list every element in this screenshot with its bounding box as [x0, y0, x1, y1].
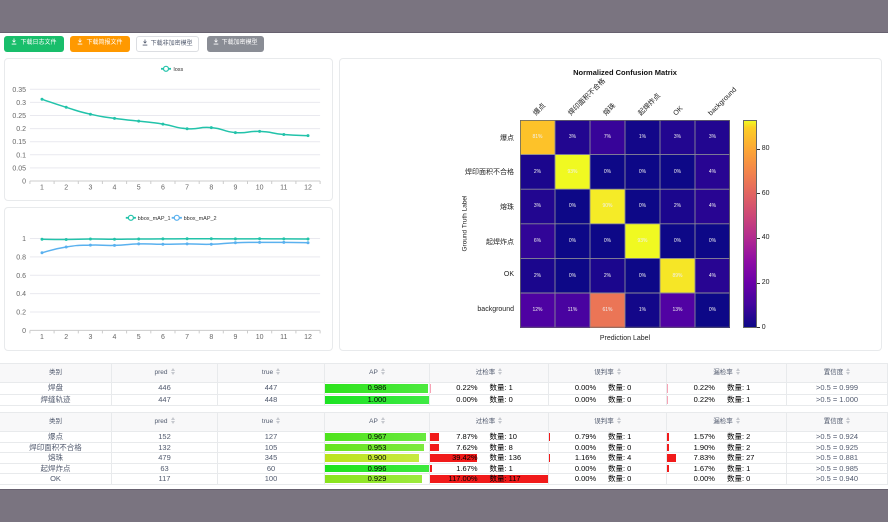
- svg-text:2: 2: [64, 334, 68, 341]
- svg-text:3: 3: [88, 185, 92, 192]
- svg-text:0.35: 0.35: [12, 87, 26, 94]
- svg-text:0.8: 0.8: [16, 254, 26, 261]
- svg-text:4: 4: [113, 334, 117, 341]
- svg-text:0.2: 0.2: [16, 310, 26, 317]
- svg-text:3: 3: [88, 334, 92, 341]
- svg-text:9: 9: [233, 334, 237, 341]
- svg-text:6: 6: [161, 334, 165, 341]
- svg-text:12: 12: [304, 334, 312, 341]
- svg-text:loss: loss: [174, 67, 184, 73]
- svg-text:2: 2: [64, 185, 68, 192]
- svg-text:0.15: 0.15: [12, 139, 26, 146]
- svg-text:9: 9: [233, 185, 237, 192]
- svg-text:0.05: 0.05: [12, 165, 26, 172]
- svg-text:bbox_mAP_2: bbox_mAP_2: [184, 216, 217, 222]
- svg-text:4: 4: [113, 185, 117, 192]
- svg-text:1: 1: [40, 334, 44, 341]
- svg-text:5: 5: [137, 334, 141, 341]
- svg-text:10: 10: [256, 185, 264, 192]
- svg-text:0.4: 0.4: [16, 291, 26, 298]
- svg-text:0.1: 0.1: [16, 152, 26, 159]
- svg-text:0.25: 0.25: [12, 113, 26, 120]
- svg-text:1: 1: [40, 185, 44, 192]
- svg-text:7: 7: [185, 334, 189, 341]
- svg-text:0.2: 0.2: [16, 126, 26, 133]
- svg-text:8: 8: [209, 334, 213, 341]
- svg-text:11: 11: [280, 334, 287, 341]
- svg-text:12: 12: [304, 185, 312, 192]
- svg-text:0.6: 0.6: [16, 273, 26, 280]
- svg-text:0: 0: [22, 179, 26, 186]
- svg-text:7: 7: [185, 185, 189, 192]
- svg-text:5: 5: [137, 185, 141, 192]
- svg-text:bbox_mAP_1: bbox_mAP_1: [138, 216, 171, 222]
- svg-text:6: 6: [161, 185, 165, 192]
- svg-text:0.3: 0.3: [16, 100, 26, 107]
- svg-text:0: 0: [22, 328, 26, 335]
- svg-text:1: 1: [22, 236, 26, 243]
- svg-text:11: 11: [280, 185, 287, 192]
- svg-text:10: 10: [256, 334, 264, 341]
- svg-text:8: 8: [209, 185, 213, 192]
